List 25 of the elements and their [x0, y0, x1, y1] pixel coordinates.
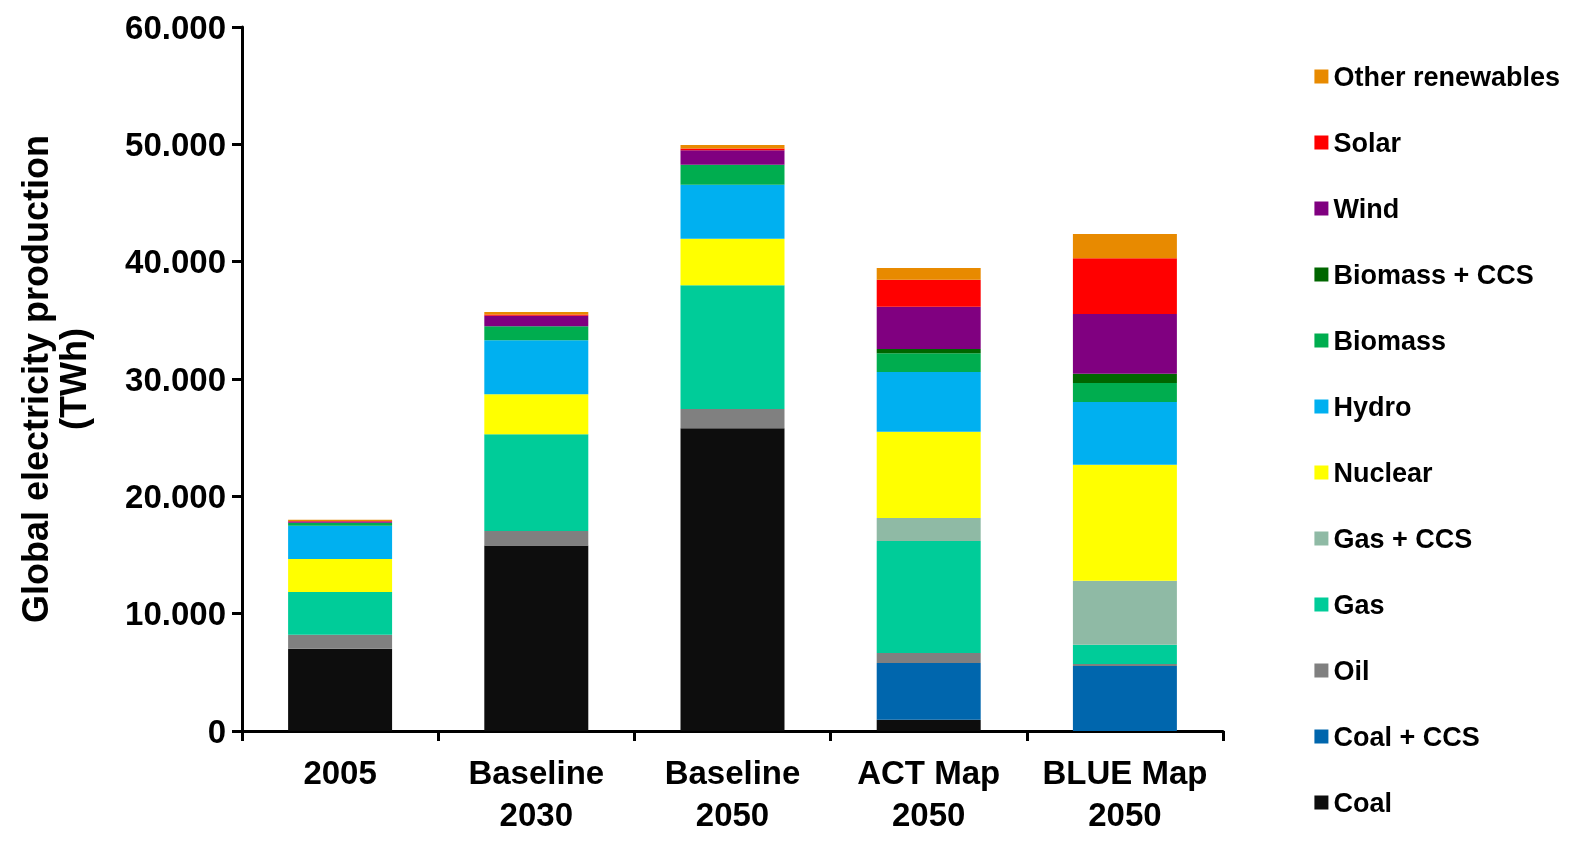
x-tick-label: BLUE Map 2050: [1042, 753, 1208, 833]
legend-label: Gas: [1333, 589, 1385, 620]
legend-label: Coal + CCS: [1333, 721, 1480, 752]
x-tick-label: 2005: [303, 753, 377, 791]
x-tick-label: ACT Map 2050: [857, 753, 1001, 833]
legend-label: Coal: [1333, 787, 1392, 818]
y-tick-label: 0: [207, 712, 226, 750]
y-tick-label: 60.000: [125, 8, 226, 46]
y-tick-label: 20.000: [125, 477, 226, 515]
legend-label: Other renewables: [1333, 61, 1561, 92]
y-tick-label: 10.000: [125, 595, 226, 633]
y-tick-label: 30.000: [125, 360, 226, 398]
legend-label: Solar: [1333, 127, 1402, 158]
legend-label: Hydro: [1333, 391, 1412, 422]
legend-label: Wind: [1333, 193, 1400, 224]
y-tick-label: 40.000: [125, 243, 226, 281]
x-tick-label: Baseline 2030: [468, 753, 605, 833]
legend-label: Biomass + CCS: [1333, 259, 1534, 290]
legend-label: Gas + CCS: [1333, 523, 1473, 554]
legend-label: Biomass: [1333, 325, 1446, 356]
x-tick-label: Baseline 2050: [664, 753, 801, 833]
legend-label: Oil: [1333, 655, 1370, 686]
y-tick-label: 50.000: [125, 125, 226, 163]
legend-label: Nuclear: [1333, 457, 1433, 488]
y-axis-title: Global electricity production (TWh): [14, 134, 94, 624]
